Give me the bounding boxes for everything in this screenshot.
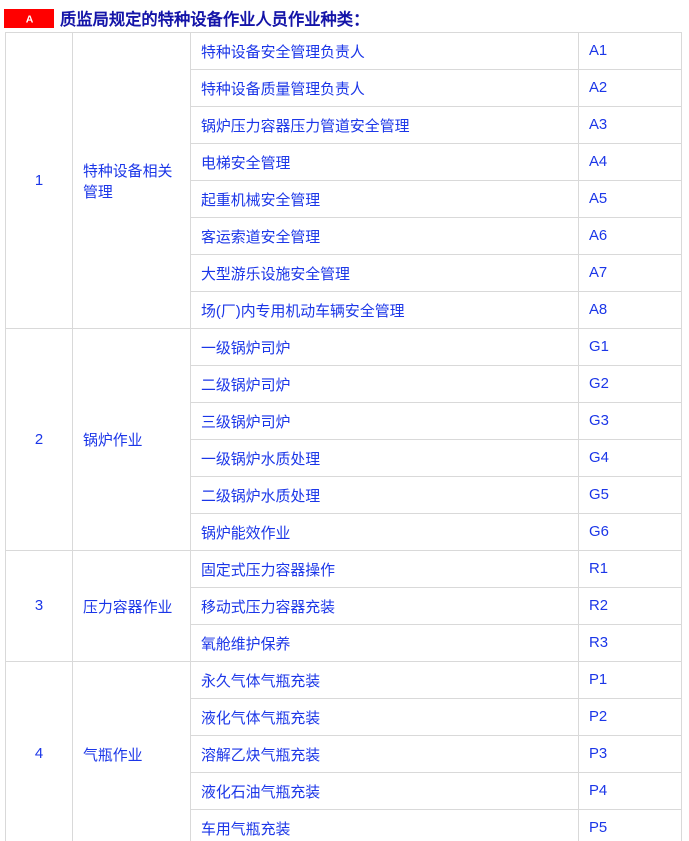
svg-text:A: A [25,13,33,25]
